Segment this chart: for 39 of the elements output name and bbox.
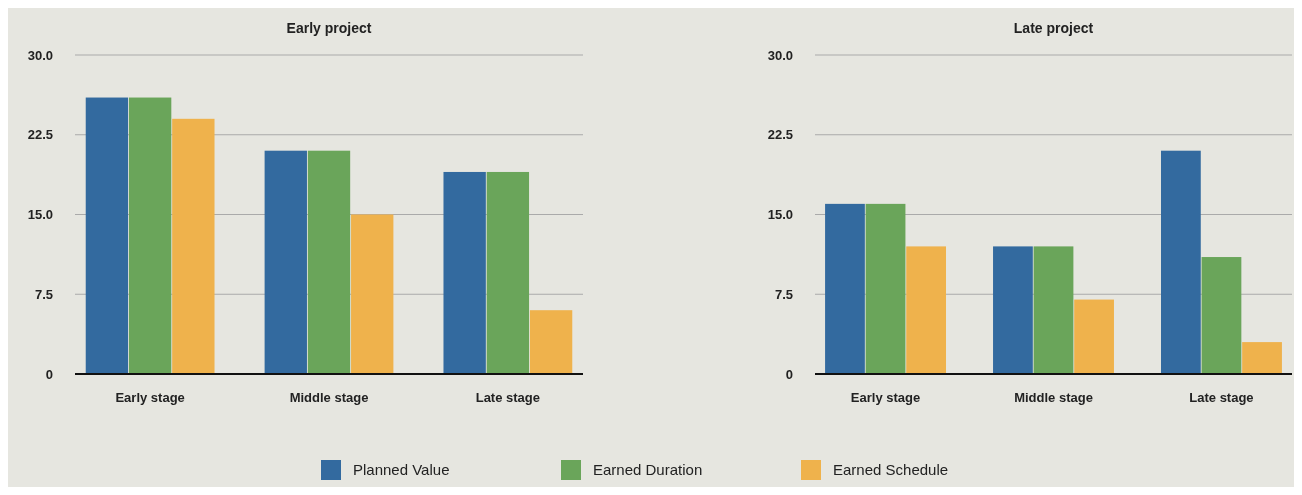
y-tick-label: 0 <box>45 366 53 382</box>
x-tick-label: Late stage <box>475 390 541 405</box>
bar <box>351 214 394 374</box>
bar <box>825 203 865 374</box>
legend-label: Earned Duration <box>593 461 703 479</box>
bar <box>906 246 947 374</box>
y-tick-label: 30.0 <box>27 47 53 63</box>
legend-label: Planned Value <box>353 461 450 479</box>
x-tick-label: Early stage <box>115 390 185 405</box>
bar <box>1242 342 1282 374</box>
y-tick-label: 22.5 <box>27 127 53 143</box>
y-tick-label: 7.5 <box>34 286 53 302</box>
bar <box>486 171 530 374</box>
bar <box>1160 150 1201 374</box>
chart-title: Early project <box>286 20 372 36</box>
y-tick-label: 7.5 <box>774 286 793 302</box>
y-tick-label: 30.0 <box>767 47 793 63</box>
legend-label: Earned Schedule <box>833 461 949 479</box>
y-tick-label: 15.0 <box>767 207 793 223</box>
bar <box>1074 299 1114 374</box>
bar <box>307 150 351 374</box>
bar <box>443 171 486 374</box>
bar <box>172 118 215 374</box>
bar <box>993 246 1033 374</box>
x-tick-label: Late stage <box>1189 390 1254 405</box>
bar <box>529 310 573 374</box>
y-tick-label: 22.5 <box>767 127 793 143</box>
bar <box>1033 246 1074 374</box>
bar <box>85 97 129 374</box>
x-tick-label: Early stage <box>850 390 921 405</box>
x-tick-label: Middle stage <box>289 390 369 405</box>
y-tick-label: 0 <box>785 366 793 382</box>
x-tick-label: Middle stage <box>1014 390 1093 405</box>
chart-title: Late project <box>1013 20 1094 36</box>
y-tick-label: 15.0 <box>27 207 53 223</box>
bar <box>865 203 906 374</box>
bar <box>128 97 172 374</box>
bar <box>1201 257 1242 374</box>
bar <box>264 150 307 374</box>
